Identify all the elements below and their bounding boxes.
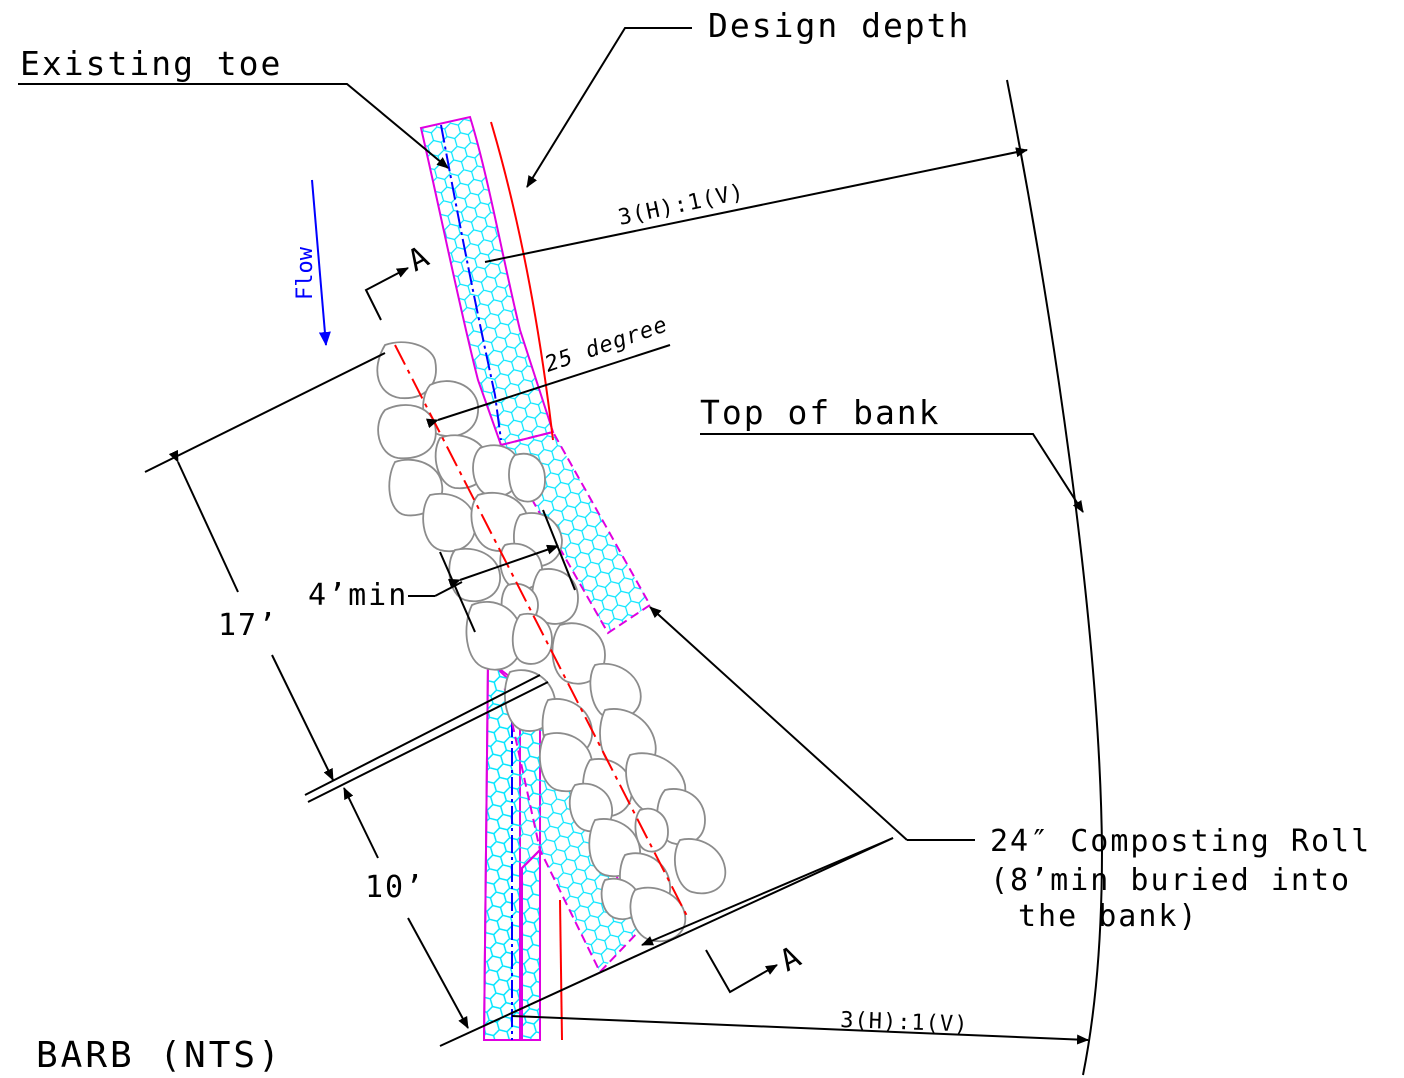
slope-label-top: 3(H):1(V) — [616, 180, 747, 231]
dim-10-line-a — [343, 787, 379, 859]
section-mark-top — [364, 267, 409, 321]
slope-label-bottom: 3(H):1(V) — [840, 1008, 969, 1037]
roll-leader-lower — [641, 837, 894, 946]
width-leader-slope — [434, 581, 463, 597]
roll-upper-centerline — [440, 124, 502, 441]
width-dimension-line — [447, 544, 559, 589]
design-depth-label: Design depth — [708, 6, 970, 45]
barb-centerline — [394, 344, 689, 919]
design-depth-leader — [526, 27, 692, 188]
dim-10-line-b — [407, 917, 469, 1029]
flow-label: Flow — [293, 246, 318, 300]
angle-leader — [425, 344, 671, 429]
top-of-bank-label: Top of bank — [700, 393, 941, 432]
section-mark-bottom — [705, 949, 778, 994]
angle-label: 25 degree — [542, 312, 671, 377]
roll-label-line2: (8’min buried into — [990, 863, 1351, 898]
dim-break-line-2 — [307, 681, 549, 803]
slope-line-top — [484, 147, 1028, 263]
design-depth-line-upper — [490, 121, 554, 441]
existing-toe-leader — [18, 83, 449, 169]
section-mark-top-label: A — [402, 239, 436, 279]
dim-17-label: 17’ — [218, 608, 278, 643]
slope-line-bottom — [511, 1015, 1089, 1045]
design-depth-line-lower — [559, 899, 563, 1041]
dim-17-line-a — [168, 449, 239, 593]
drawing-title: BARB (NTS) — [36, 1035, 283, 1076]
section-mark-bottom-label: A — [774, 939, 808, 979]
width-label: 4’min — [308, 578, 408, 613]
roll-label-line1: 24″ Composting Roll — [990, 824, 1371, 859]
angle-reference-line — [144, 352, 386, 473]
flow-arrow — [311, 179, 331, 346]
existing-toe-label: Existing toe — [20, 44, 282, 83]
width-extension-right — [542, 509, 576, 591]
width-extension-left — [439, 551, 476, 633]
dim-break-line-1 — [304, 674, 541, 796]
baseline-bottom — [439, 837, 894, 1047]
roll-label-line3: the bank) — [1018, 899, 1199, 934]
top-of-bank-line — [1006, 79, 1104, 1076]
dim-17-line-b — [271, 654, 334, 781]
dim-10-label: 10’ — [365, 870, 425, 905]
composting-roll-lower-inner — [521, 847, 541, 1041]
roll-leader-upper — [649, 606, 908, 841]
top-of-bank-leader — [700, 433, 1084, 513]
